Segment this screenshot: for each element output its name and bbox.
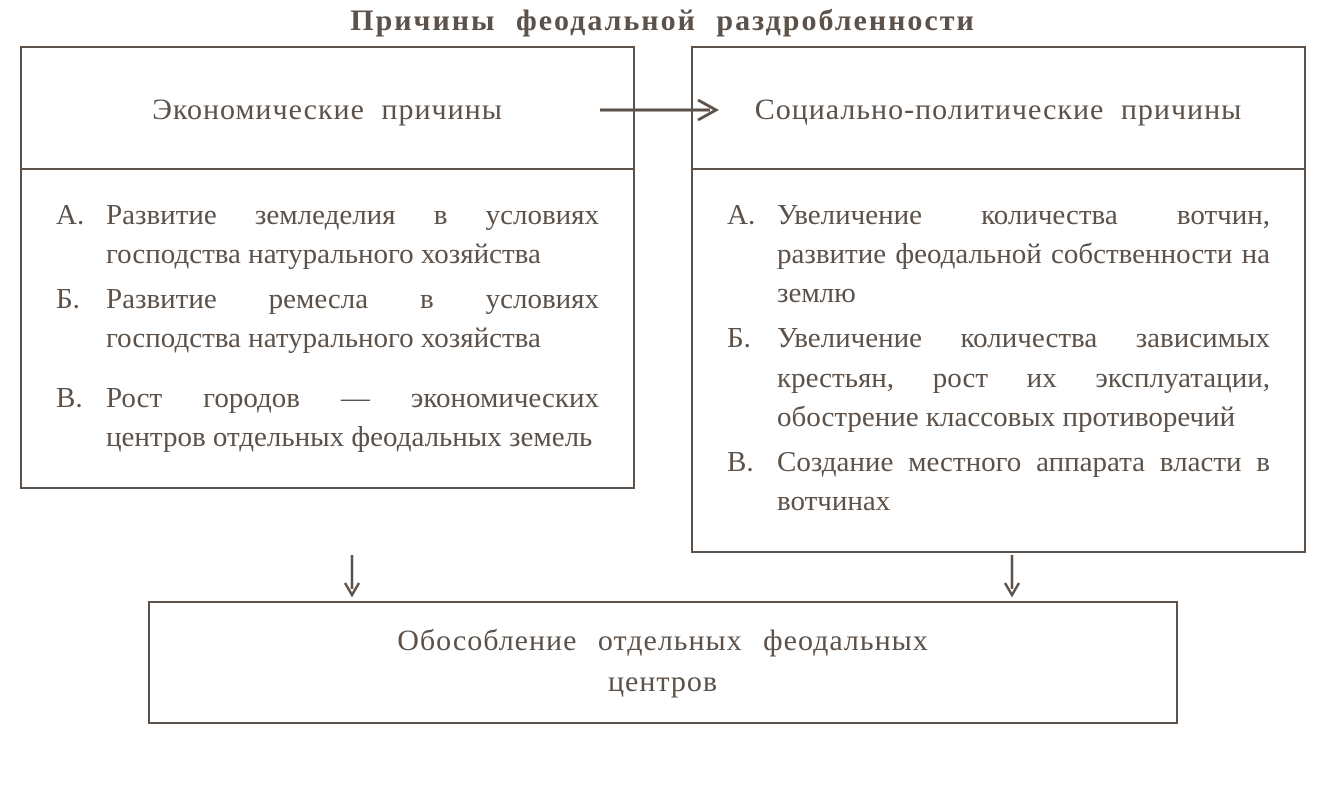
down-arrows-row xyxy=(20,553,1306,601)
item-text: Создание местного аппарата власти в вотч… xyxy=(777,443,1270,521)
list-item: В. Рост городов — экономических центров … xyxy=(56,379,599,457)
list-item: В. Создание местного аппарата власти в в… xyxy=(727,443,1270,521)
diagram-title: Причины феодальной раздробленности xyxy=(20,4,1306,38)
left-panel: Экономические причины А. Развитие землед… xyxy=(20,46,635,489)
vertical-gap xyxy=(56,365,599,379)
panels-row: Экономические причины А. Развитие землед… xyxy=(20,46,1306,553)
item-letter: А. xyxy=(727,196,777,313)
item-text: Рост городов — экономических центров отд… xyxy=(106,379,599,457)
arrow-down-left-icon xyxy=(342,553,362,601)
item-letter: А. xyxy=(56,196,106,274)
item-letter: Б. xyxy=(727,319,777,436)
list-item: А. Увеличение количества вотчин, развити… xyxy=(727,196,1270,313)
arrow-down-right-icon xyxy=(1002,553,1022,601)
item-text: Развитие ремесла в условиях господства н… xyxy=(106,280,599,358)
list-item: А. Развитие земледелия в условиях господ… xyxy=(56,196,599,274)
arrow-right-icon xyxy=(598,96,728,124)
list-item: Б. Развитие ремесла в условиях господств… xyxy=(56,280,599,358)
item-text: Развитие земледелия в условиях господств… xyxy=(106,196,599,274)
item-letter: Б. xyxy=(56,280,106,358)
right-panel-heading: Социально-политические причины xyxy=(693,48,1304,170)
item-letter: В. xyxy=(56,379,106,457)
right-panel-body: А. Увеличение количества вотчин, развити… xyxy=(693,170,1304,551)
bottom-box: Обособление отдельных феодальных центров xyxy=(148,601,1178,724)
left-panel-heading: Экономические причины xyxy=(22,48,633,170)
right-panel: Социально-политические причины А. Увелич… xyxy=(691,46,1306,553)
item-letter: В. xyxy=(727,443,777,521)
item-text: Увеличение количества зависимых крестьян… xyxy=(777,319,1270,436)
bottom-text-line1: Обособление отдельных феодальных xyxy=(397,624,929,657)
item-text: Увеличение количества вотчин, развитие ф… xyxy=(777,196,1270,313)
list-item: Б. Увеличение количества зависимых крест… xyxy=(727,319,1270,436)
bottom-text-line2: центров xyxy=(608,665,718,698)
left-panel-body: А. Развитие земледелия в условиях господ… xyxy=(22,170,633,487)
